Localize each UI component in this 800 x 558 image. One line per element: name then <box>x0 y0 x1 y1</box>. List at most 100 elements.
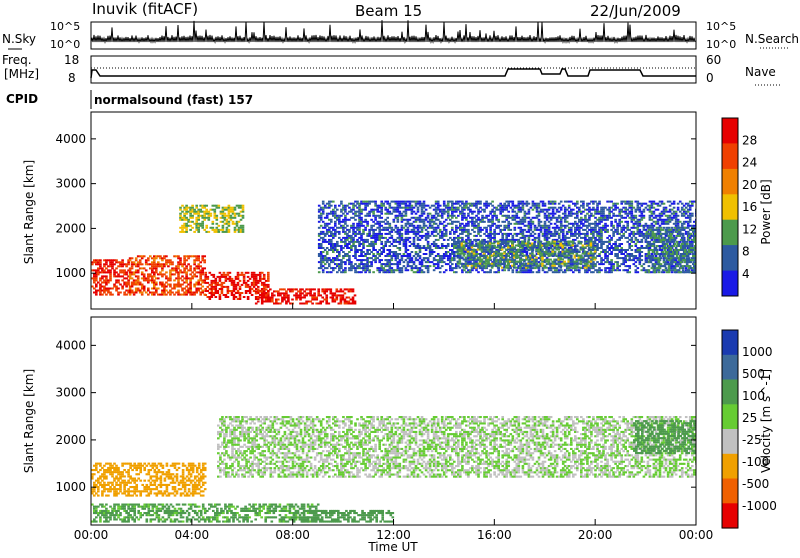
power-cell <box>111 294 114 296</box>
power-cell <box>669 215 672 217</box>
power-cell <box>635 237 638 239</box>
power-cell <box>641 241 644 243</box>
power-cell <box>378 249 381 251</box>
power-cell <box>201 257 204 259</box>
power-cell <box>423 227 426 229</box>
power-cell <box>354 263 357 265</box>
power-cell <box>163 257 166 259</box>
power-cell <box>477 223 480 225</box>
power-cell <box>558 233 561 235</box>
power-cell <box>153 279 156 281</box>
power-cell <box>231 292 234 294</box>
power-cell <box>207 278 210 280</box>
power-cell <box>401 267 404 269</box>
power-cell <box>226 227 229 229</box>
power-cell <box>109 292 112 294</box>
power-cell <box>129 294 132 296</box>
power-cell <box>493 237 496 239</box>
power-cell <box>631 239 634 241</box>
power-cell <box>610 217 613 219</box>
power-cell <box>413 243 416 245</box>
power-cell <box>165 282 168 284</box>
power-cell <box>185 265 188 267</box>
power-cell <box>395 239 398 241</box>
power-cell <box>265 288 268 290</box>
power-cell <box>437 201 440 203</box>
power-cell <box>626 269 629 271</box>
power-cell <box>334 267 337 269</box>
power-cell <box>550 231 553 233</box>
power-cell <box>380 265 383 267</box>
power-cell <box>475 221 478 223</box>
power-cell <box>616 267 619 269</box>
power-cell <box>461 233 464 235</box>
power-cell <box>491 217 494 219</box>
power-cell <box>324 239 327 241</box>
power-cell <box>610 223 613 225</box>
power-cell <box>582 211 585 213</box>
power-cell <box>237 282 240 284</box>
power-cell <box>203 267 206 269</box>
power-cell <box>433 269 436 271</box>
power-cell <box>364 271 367 273</box>
power-cell <box>199 261 202 263</box>
power-cell <box>216 217 219 219</box>
power-cell <box>485 201 488 203</box>
power-cell <box>205 209 208 211</box>
power-cell <box>95 279 98 281</box>
power-cell <box>473 217 476 219</box>
power-cell <box>187 263 190 265</box>
power-cell <box>626 221 629 223</box>
power-cell <box>352 207 355 209</box>
power-cell <box>169 294 172 296</box>
power-cell <box>618 265 621 267</box>
power-cell <box>386 217 389 219</box>
power-cell <box>391 267 394 269</box>
power-cell <box>95 286 98 288</box>
power-cell <box>322 231 325 233</box>
power-cell <box>191 227 194 229</box>
power-cell <box>255 303 258 305</box>
power-cell <box>161 282 164 284</box>
power-cell <box>263 276 266 278</box>
power-cell <box>683 223 686 225</box>
power-cell <box>588 207 591 209</box>
power-cell <box>556 225 559 227</box>
power-cell <box>151 269 154 271</box>
power-cell <box>215 280 218 282</box>
power-cell <box>328 223 331 225</box>
power-cell <box>576 201 579 203</box>
power-cell <box>189 290 192 292</box>
power-cell <box>401 221 404 223</box>
power-cell <box>159 255 162 257</box>
power-cell <box>399 247 402 249</box>
power-cell <box>673 245 676 247</box>
power-cell <box>427 267 430 269</box>
power-cell <box>560 201 563 203</box>
power-cell <box>503 229 506 231</box>
power-cell <box>328 257 331 259</box>
power-cell <box>129 288 132 290</box>
power-cell <box>352 297 355 299</box>
power-cell <box>491 221 494 223</box>
power-cell <box>493 213 496 215</box>
power-cell <box>378 271 381 273</box>
power-cell <box>242 229 245 231</box>
power-cell <box>119 292 122 294</box>
power-cell <box>592 233 595 235</box>
power-cell <box>358 207 361 209</box>
power-cell <box>451 249 454 251</box>
power-cell <box>507 269 510 271</box>
power-cell <box>421 231 424 233</box>
power-cell <box>105 277 108 279</box>
power-cell <box>267 276 270 278</box>
power-cell <box>471 269 474 271</box>
power-cell <box>407 221 410 223</box>
power-cell <box>628 257 631 259</box>
power-cell <box>558 235 561 237</box>
power-cell <box>447 239 450 241</box>
power-cell <box>675 217 678 219</box>
power-cell <box>344 269 347 271</box>
power-cell <box>588 203 591 205</box>
power-cell <box>185 286 188 288</box>
